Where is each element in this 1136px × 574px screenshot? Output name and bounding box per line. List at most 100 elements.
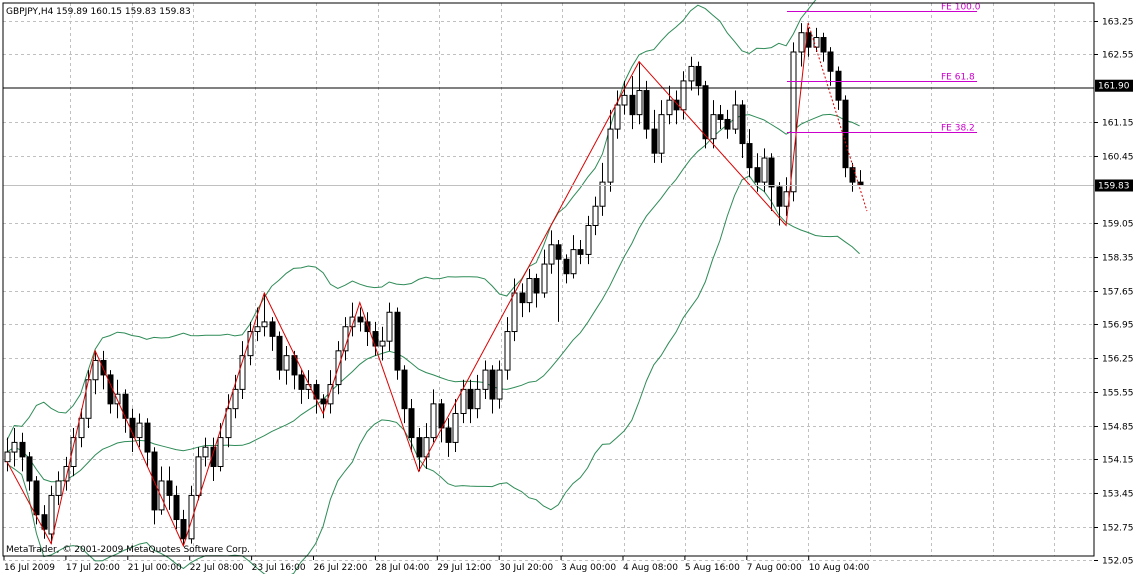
current-price-label: 159.83	[1098, 182, 1130, 192]
time-tick-label: 16 Jul 2009	[4, 563, 55, 573]
candle-body	[592, 205, 599, 227]
candle-body	[666, 99, 673, 116]
time-tick-label: 30 Jul 20:00	[499, 563, 553, 573]
candle-body	[541, 263, 548, 294]
price-tick-label: 156.25	[1102, 355, 1134, 365]
candle-body	[63, 466, 70, 482]
candle-body	[195, 456, 202, 496]
candle-body	[827, 51, 834, 72]
price-tick-label: 152.75	[1102, 524, 1134, 534]
candle-body	[416, 437, 423, 458]
zigzag-projection	[807, 22, 868, 212]
price-tick-label: 158.35	[1102, 254, 1134, 264]
grid	[3, 3, 1094, 561]
candle-body	[401, 369, 408, 410]
candle-body	[768, 157, 775, 188]
candle-body	[621, 94, 628, 106]
price-tick-label: 160.45	[1102, 153, 1134, 163]
candle-body	[570, 249, 577, 275]
candle-body	[48, 494, 55, 535]
current-price-badge	[1095, 179, 1133, 192]
candle-body	[136, 422, 143, 439]
candle-body	[180, 519, 187, 540]
candle-body	[158, 480, 165, 511]
bollinger-lower	[6, 175, 860, 574]
candle-body	[269, 321, 276, 337]
fibo-level-label: FE 100.0	[941, 3, 981, 13]
candle-body	[577, 249, 584, 255]
candle-body	[430, 403, 437, 439]
candle-body	[813, 37, 820, 48]
price-tick-label: 163.25	[1102, 18, 1134, 28]
candle-body	[33, 480, 40, 516]
candle-body	[739, 104, 746, 145]
candle-body	[372, 331, 379, 347]
candle-body	[19, 441, 26, 458]
candle-body	[225, 408, 232, 439]
candle-body	[688, 65, 695, 82]
candle-body	[482, 369, 489, 390]
hline-price-label: 161.90	[1098, 82, 1130, 92]
time-tick-label: 22 Jul 08:00	[190, 563, 244, 573]
price-axis[interactable]: 163.25 162.55 161.15 160.45 159.05 158.35 157.…	[1094, 18, 1134, 567]
candle-body	[710, 114, 717, 140]
candle-body	[717, 114, 724, 120]
candle-body	[563, 258, 570, 275]
candle-body	[173, 494, 180, 521]
candle-body	[519, 292, 526, 304]
candle-body	[11, 441, 18, 453]
candle-body	[849, 167, 856, 183]
candle-body	[26, 456, 33, 482]
candle-body	[364, 321, 371, 333]
candle-body	[144, 422, 151, 453]
zigzag-line	[6, 23, 809, 548]
time-tick-label: 7 Aug 00:00	[747, 563, 802, 573]
candle-body	[651, 128, 658, 154]
time-tick-label: 21 Jul 00:00	[128, 563, 182, 573]
candle-body	[548, 244, 555, 265]
hline-price-badge	[1095, 79, 1133, 92]
candle-body	[790, 51, 797, 193]
candle-body	[41, 514, 48, 530]
candle-body	[239, 355, 246, 390]
candle-body	[232, 388, 239, 410]
time-tick-label: 3 Aug 00:00	[561, 563, 616, 573]
time-axis[interactable]: 16 Jul 2009 17 Jul 20:00 21 Jul 00:00 22 Ju…	[3, 556, 870, 573]
fibo-level-label: FE 61.8	[941, 73, 975, 83]
candle-body	[673, 99, 680, 111]
price-tick-label: 154.15	[1102, 456, 1134, 466]
candle-body	[349, 316, 356, 328]
candle-body	[607, 128, 614, 183]
candle-body	[78, 417, 85, 439]
candle-body	[438, 403, 445, 429]
time-tick-label: 23 Jul 16:00	[252, 563, 306, 573]
price-tick-label: 155.55	[1102, 389, 1134, 399]
candle-body	[702, 85, 709, 140]
candle-body	[526, 278, 533, 304]
candle-body	[386, 311, 393, 342]
candle-body	[210, 446, 217, 468]
candle-body	[202, 446, 209, 458]
candle-body	[188, 494, 195, 540]
candle-body	[298, 374, 305, 390]
candle-body	[327, 384, 334, 405]
time-tick-label: 29 Jul 12:00	[437, 563, 491, 573]
candle-body	[394, 311, 401, 371]
candle-body	[533, 278, 540, 294]
candle-body	[70, 437, 77, 468]
fibo-expansion[interactable]: FE 100.0 FE 61.8 FE 38.2	[787, 3, 981, 134]
price-tick-label: 156.95	[1102, 321, 1134, 331]
time-tick-label: 5 Aug 16:00	[685, 563, 740, 573]
candle-body	[166, 480, 173, 496]
candle-body	[445, 427, 452, 443]
time-tick-label: 10 Aug 04:00	[809, 563, 870, 573]
price-tick-label: 152.05	[1102, 557, 1134, 567]
candle-body	[254, 326, 261, 333]
candle-body	[452, 412, 459, 443]
candle-body	[129, 417, 136, 439]
candle-body	[504, 331, 511, 371]
price-tick-label: 161.15	[1102, 119, 1134, 129]
